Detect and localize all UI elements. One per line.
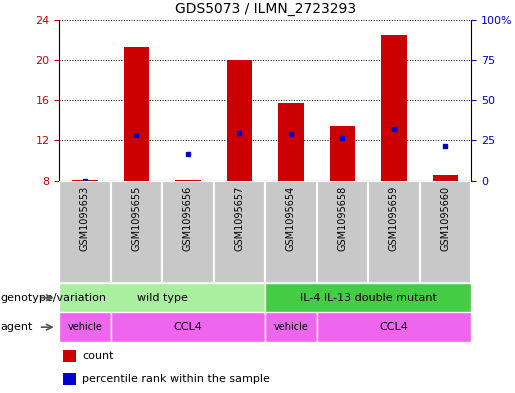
Bar xyxy=(59,283,265,312)
Text: vehicle: vehicle xyxy=(67,322,102,332)
Bar xyxy=(124,47,149,181)
Text: count: count xyxy=(82,351,113,361)
Bar xyxy=(162,181,214,283)
Text: GSM1095659: GSM1095659 xyxy=(389,186,399,251)
Bar xyxy=(214,181,265,283)
Text: CCL4: CCL4 xyxy=(174,322,202,332)
Text: percentile rank within the sample: percentile rank within the sample xyxy=(82,374,270,384)
Text: agent: agent xyxy=(0,322,32,332)
Bar xyxy=(111,181,162,283)
Text: wild type: wild type xyxy=(137,293,187,303)
Bar xyxy=(330,127,355,181)
Text: GSM1095654: GSM1095654 xyxy=(286,186,296,251)
Bar xyxy=(175,180,201,181)
Bar xyxy=(265,283,471,312)
Bar xyxy=(381,35,407,181)
Text: GSM1095656: GSM1095656 xyxy=(183,186,193,251)
Bar xyxy=(59,312,111,342)
Bar xyxy=(59,181,111,283)
Text: genotype/variation: genotype/variation xyxy=(0,293,106,303)
Bar xyxy=(72,180,98,181)
Bar xyxy=(63,350,76,362)
Bar xyxy=(317,181,368,283)
Text: GSM1095658: GSM1095658 xyxy=(337,186,348,251)
Bar xyxy=(317,312,471,342)
Text: CCL4: CCL4 xyxy=(380,322,408,332)
Bar xyxy=(433,175,458,181)
Bar xyxy=(227,60,252,181)
Bar xyxy=(111,312,265,342)
Bar xyxy=(368,181,420,283)
Bar xyxy=(265,312,317,342)
Bar xyxy=(420,181,471,283)
Text: GSM1095660: GSM1095660 xyxy=(440,186,451,251)
Text: vehicle: vehicle xyxy=(273,322,308,332)
Bar xyxy=(63,373,76,385)
Title: GDS5073 / ILMN_2723293: GDS5073 / ILMN_2723293 xyxy=(175,2,356,16)
Text: GSM1095657: GSM1095657 xyxy=(234,186,245,251)
Text: GSM1095653: GSM1095653 xyxy=(80,186,90,251)
Text: IL-4 IL-13 double mutant: IL-4 IL-13 double mutant xyxy=(300,293,437,303)
Bar xyxy=(278,103,304,181)
Bar xyxy=(265,181,317,283)
Text: GSM1095655: GSM1095655 xyxy=(131,186,142,251)
